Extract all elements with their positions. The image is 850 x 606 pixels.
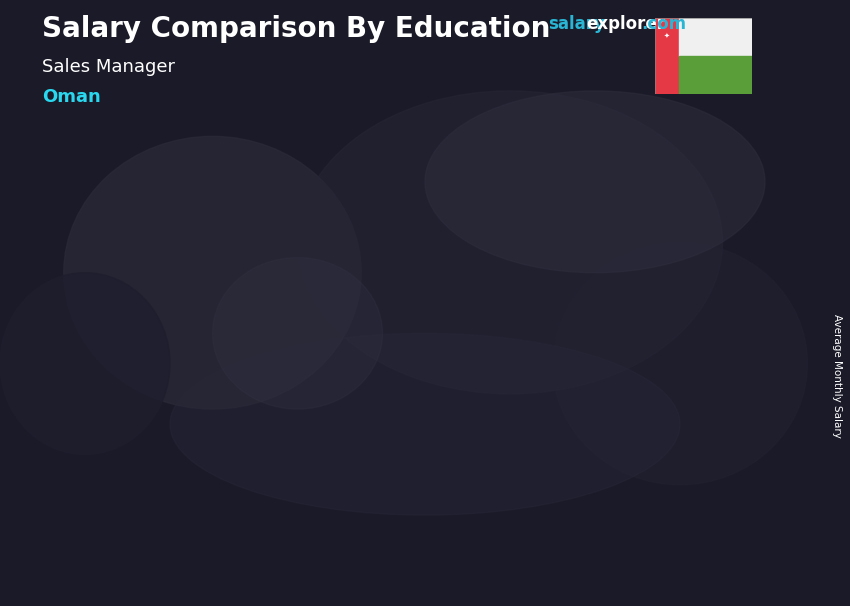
FancyBboxPatch shape (450, 336, 533, 533)
Text: Sales Manager: Sales Manager (42, 58, 175, 76)
Text: .com: .com (641, 15, 686, 33)
Ellipse shape (298, 91, 722, 394)
Text: +31%: +31% (534, 234, 615, 258)
Ellipse shape (212, 258, 382, 409)
Polygon shape (117, 415, 212, 417)
Ellipse shape (425, 91, 765, 273)
FancyBboxPatch shape (284, 398, 366, 533)
Text: 4,510 OMR: 4,510 OMR (619, 300, 695, 314)
Text: Oman: Oman (42, 88, 101, 106)
Polygon shape (699, 274, 711, 533)
Bar (679, 18, 752, 56)
Polygon shape (450, 333, 544, 336)
FancyBboxPatch shape (117, 417, 201, 533)
Text: 3,440 OMR: 3,440 OMR (453, 356, 530, 370)
Text: Average Monthly Salary: Average Monthly Salary (832, 314, 842, 438)
Ellipse shape (552, 242, 808, 485)
Text: salary: salary (548, 15, 605, 33)
Text: +45%: +45% (366, 273, 450, 299)
Bar (654, 18, 679, 94)
Ellipse shape (64, 136, 361, 409)
Bar (679, 56, 752, 94)
Text: Salary Comparison By Education: Salary Comparison By Education (42, 15, 551, 43)
Polygon shape (201, 417, 212, 533)
Polygon shape (366, 398, 378, 533)
Ellipse shape (170, 333, 680, 515)
FancyBboxPatch shape (615, 274, 699, 533)
Polygon shape (284, 396, 378, 398)
Polygon shape (533, 336, 544, 533)
Text: explorer: explorer (586, 15, 666, 33)
Text: 2,360 OMR: 2,360 OMR (287, 409, 363, 423)
Text: 2,030 OMR: 2,030 OMR (121, 428, 197, 442)
Ellipse shape (0, 273, 170, 454)
Polygon shape (615, 271, 711, 274)
Text: ✦: ✦ (664, 32, 670, 38)
Text: +17%: +17% (206, 339, 278, 359)
